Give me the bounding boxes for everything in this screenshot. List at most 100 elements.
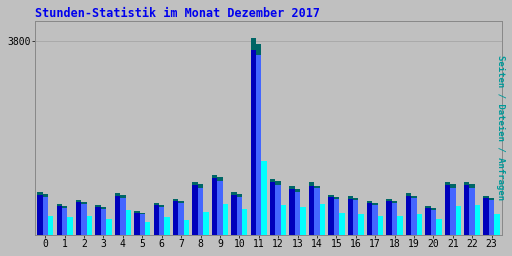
Bar <box>411 196 417 235</box>
Bar <box>62 206 68 235</box>
Bar <box>154 203 159 205</box>
Bar <box>270 179 275 182</box>
Bar <box>397 216 403 235</box>
Bar <box>134 211 140 235</box>
Bar <box>217 177 223 181</box>
Bar <box>125 210 131 235</box>
Bar <box>106 219 112 235</box>
Bar <box>289 186 295 235</box>
Bar <box>140 213 145 214</box>
Bar <box>184 220 189 235</box>
Bar <box>250 38 256 235</box>
Bar <box>76 200 81 202</box>
Bar <box>309 183 314 235</box>
Bar <box>81 202 87 235</box>
Bar <box>431 208 436 210</box>
Bar <box>198 185 203 188</box>
Bar <box>444 182 450 235</box>
Bar <box>101 207 106 209</box>
Bar <box>392 201 397 203</box>
Bar <box>76 200 81 235</box>
Bar <box>173 199 178 201</box>
Bar <box>358 214 364 235</box>
Bar <box>237 194 242 197</box>
Bar <box>464 182 470 235</box>
Bar <box>231 192 237 235</box>
Bar <box>334 197 339 199</box>
Bar <box>42 194 48 235</box>
Bar <box>406 193 411 196</box>
Bar <box>262 161 267 235</box>
Bar <box>470 185 475 235</box>
Bar <box>164 217 170 235</box>
Bar <box>178 201 184 235</box>
Bar <box>115 193 120 196</box>
Bar <box>289 186 295 189</box>
Bar <box>120 195 125 235</box>
Bar <box>120 195 125 198</box>
Bar <box>212 175 217 178</box>
Bar <box>270 179 275 235</box>
Bar <box>475 205 480 235</box>
Bar <box>464 182 470 185</box>
Bar <box>203 212 209 235</box>
Bar <box>37 192 42 195</box>
Bar <box>411 196 417 198</box>
Bar <box>145 222 151 235</box>
Bar <box>115 193 120 235</box>
Bar <box>140 213 145 235</box>
Bar <box>431 208 436 235</box>
Bar <box>101 207 106 235</box>
Bar <box>309 183 314 186</box>
Bar <box>483 196 489 235</box>
Bar <box>319 204 325 235</box>
Bar <box>193 182 198 235</box>
Bar <box>295 189 300 192</box>
Bar <box>56 204 62 235</box>
Bar <box>231 192 237 195</box>
Bar <box>450 185 456 235</box>
Bar <box>300 207 306 235</box>
Bar <box>159 205 164 207</box>
Bar <box>256 44 262 235</box>
Bar <box>456 206 461 235</box>
Bar <box>470 185 475 188</box>
Bar <box>378 216 383 235</box>
Bar <box>339 213 345 235</box>
Y-axis label: Seiten / Dateien / Anfragen: Seiten / Dateien / Anfragen <box>496 56 505 200</box>
Bar <box>353 198 358 235</box>
Bar <box>87 216 92 235</box>
Bar <box>217 177 223 235</box>
Bar <box>275 182 281 235</box>
Bar <box>250 38 256 50</box>
Bar <box>56 204 62 206</box>
Bar <box>392 201 397 235</box>
Bar <box>348 196 353 235</box>
Bar <box>406 193 411 235</box>
Bar <box>372 203 378 205</box>
Bar <box>387 199 392 201</box>
Bar <box>48 216 53 235</box>
Bar <box>193 182 198 185</box>
Bar <box>154 203 159 235</box>
Bar <box>95 205 101 235</box>
Bar <box>281 205 286 235</box>
Bar <box>417 214 422 235</box>
Bar <box>450 185 456 188</box>
Bar <box>242 209 247 235</box>
Bar <box>42 194 48 197</box>
Bar <box>348 196 353 198</box>
Bar <box>334 197 339 235</box>
Bar <box>489 198 494 235</box>
Bar <box>436 219 441 235</box>
Bar <box>367 201 372 203</box>
Bar <box>223 204 228 235</box>
Bar <box>444 182 450 185</box>
Bar <box>37 192 42 235</box>
Bar <box>95 205 101 207</box>
Bar <box>489 198 494 200</box>
Bar <box>494 214 500 235</box>
Bar <box>328 195 334 235</box>
Text: Stunden-Statistik im Monat Dezember 2017: Stunden-Statistik im Monat Dezember 2017 <box>35 7 319 20</box>
Bar <box>173 199 178 235</box>
